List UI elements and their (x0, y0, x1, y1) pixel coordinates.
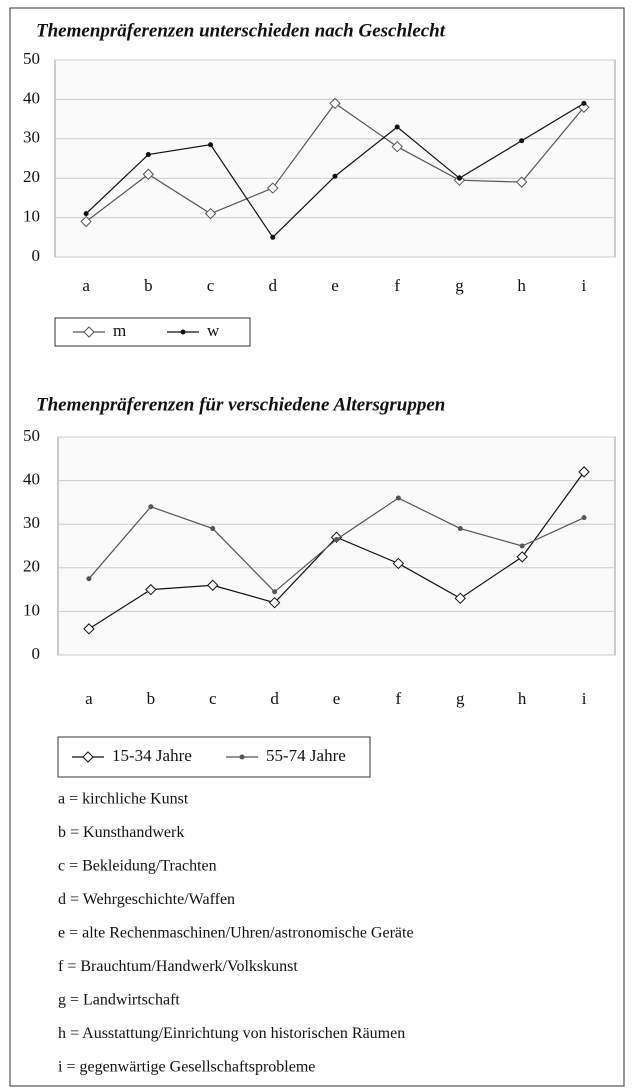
x-tick-label: b (144, 276, 153, 295)
dot-marker (334, 536, 339, 542)
diamond-marker (267, 182, 279, 194)
dot-marker (208, 142, 214, 148)
diamond-marker (454, 592, 466, 605)
legend-label: 55-74 Jahre (266, 746, 346, 765)
x-tick-label: i (582, 689, 587, 708)
diamond-marker (83, 326, 95, 338)
key-item: i = gegenwärtige Gesellschaftsprobleme (58, 1059, 315, 1076)
diamond-marker (82, 751, 94, 763)
dot-marker (148, 504, 154, 510)
diamond-marker (80, 215, 92, 228)
dot-marker (456, 175, 462, 181)
y-tick-label: 40 (23, 88, 40, 107)
x-tick-label: h (518, 689, 527, 708)
key-item: h = Ausstattung/Einrichtung von historis… (58, 1025, 405, 1042)
dot-marker (581, 100, 587, 106)
y-tick-label: 50 (23, 426, 40, 445)
chart-title: Themenpräferenzen für verschiedene Alter… (36, 394, 445, 415)
y-tick-label: 10 (23, 600, 40, 619)
page-border (9, 7, 625, 1087)
x-tick-label: g (455, 276, 464, 295)
dot-marker (86, 576, 92, 582)
plot-area (54, 59, 616, 258)
dot-marker (581, 515, 587, 521)
dot-marker (519, 138, 525, 144)
chart-title: Themenpräferenzen unterschieden nach Ges… (36, 20, 446, 41)
y-tick-label: 20 (23, 557, 40, 576)
x-tick-label: i (582, 276, 587, 295)
plot-area (57, 436, 616, 656)
x-tick-label: e (331, 276, 339, 295)
dot-marker (270, 234, 276, 240)
y-tick-label: 50 (23, 49, 40, 68)
diamond-marker (578, 466, 590, 478)
key-item: f = Brauchtum/Handwerk/Volkskunst (58, 958, 298, 975)
diamond-marker (145, 583, 157, 596)
x-tick-label: a (85, 689, 93, 708)
key-item: c = Bekleidung/Trachten (58, 858, 217, 875)
legend-box (57, 736, 371, 778)
x-tick-label: g (456, 689, 465, 708)
x-tick-label: f (394, 276, 400, 295)
diamond-marker (391, 140, 403, 153)
dot-marker (83, 211, 89, 217)
x-tick-label: a (82, 276, 90, 295)
y-tick-label: 0 (32, 644, 41, 663)
x-tick-label: c (207, 276, 215, 295)
dot-marker (210, 526, 216, 532)
key-item: e = alte Rechenmaschinen/Uhren/astronomi… (58, 925, 414, 942)
legend-label: 15-34 Jahre (112, 746, 192, 765)
diamond-marker (204, 207, 217, 220)
y-tick-label: 30 (23, 513, 40, 532)
diamond-marker (515, 176, 528, 188)
y-tick-label: 30 (23, 128, 40, 147)
y-tick-label: 40 (23, 470, 40, 489)
key-item: a = kirchliche Kunst (58, 791, 189, 808)
diamond-marker (207, 579, 219, 591)
diamond-marker (516, 551, 528, 563)
key-item: d = Wehrgeschichte/Waffen (58, 891, 235, 908)
key-item: g = Landwirtschaft (58, 992, 180, 1009)
dot-marker (145, 152, 151, 158)
legend-label: w (207, 321, 220, 340)
dot-marker (394, 124, 400, 130)
dot-marker (457, 526, 463, 532)
dot-marker (239, 754, 245, 760)
x-tick-label: f (396, 689, 402, 708)
y-tick-label: 0 (32, 246, 41, 265)
dot-marker (332, 173, 338, 179)
dot-marker (272, 589, 278, 595)
diamond-marker (268, 596, 281, 609)
x-tick-label: c (209, 689, 217, 708)
x-tick-label: d (270, 689, 279, 708)
diamond-marker (142, 168, 155, 180)
diamond-marker (83, 623, 95, 635)
x-tick-label: b (147, 689, 156, 708)
legend-label: m (113, 321, 126, 340)
dot-marker (395, 495, 401, 501)
x-tick-label: h (517, 276, 526, 295)
diamond-marker (329, 97, 341, 110)
key-item: b = Kunsthandwerk (58, 824, 184, 841)
x-tick-label: d (269, 276, 278, 295)
dot-marker (180, 329, 186, 335)
dot-marker (519, 543, 525, 549)
diamond-marker (392, 557, 405, 570)
x-tick-label: e (333, 689, 341, 708)
y-tick-label: 10 (23, 207, 40, 226)
y-tick-label: 20 (23, 167, 40, 186)
